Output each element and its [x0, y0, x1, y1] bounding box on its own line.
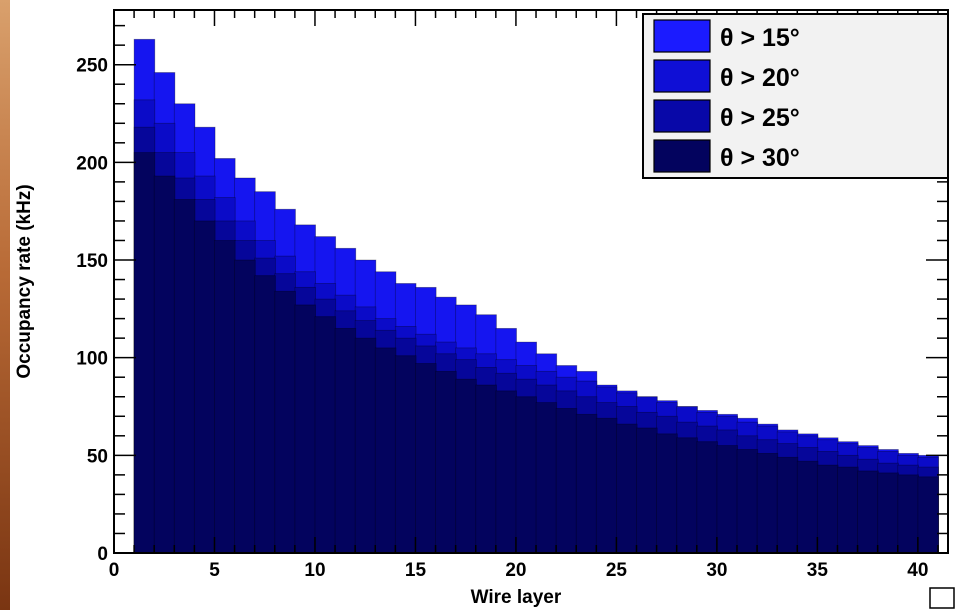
x-tick-label: 15 — [405, 560, 427, 581]
histogram-bar — [636, 427, 658, 554]
axis-ticks — [113, 10, 948, 554]
x-tick-label: 35 — [807, 560, 829, 581]
histogram-bar — [374, 347, 397, 554]
legend-label: θ > 25° — [720, 104, 800, 132]
histogram-bar — [495, 390, 517, 554]
histogram-bar — [696, 441, 718, 554]
histogram-bar — [656, 433, 678, 554]
histogram-bar — [616, 423, 638, 554]
histogram-bar — [475, 384, 497, 554]
y-tick-label: 100 — [76, 349, 108, 370]
slide-edge-decoration — [0, 0, 10, 610]
histogram-bar — [575, 413, 598, 554]
histogram-bar — [535, 402, 558, 554]
histogram-bar — [294, 304, 316, 554]
x-tick-label: 0 — [109, 560, 120, 581]
histogram-bar — [415, 363, 437, 554]
histogram-bar — [354, 337, 377, 554]
histogram-bar — [837, 466, 859, 554]
histogram-bar — [816, 464, 839, 554]
legend-swatch — [653, 19, 711, 53]
histogram-bar — [254, 275, 276, 554]
legend-swatch — [653, 139, 711, 173]
histogram-bar — [776, 456, 799, 554]
y-tick-label: 50 — [87, 446, 108, 467]
histogram-bar — [736, 449, 759, 554]
legend-label: θ > 15° — [720, 24, 800, 52]
x-tick-label: 20 — [505, 560, 526, 581]
x-axis-title: Wire layer — [471, 587, 562, 608]
histogram-bar — [234, 259, 256, 554]
histogram-bar — [193, 220, 216, 554]
histogram-bar — [153, 175, 176, 554]
histogram-bar — [314, 316, 337, 554]
y-axis-title: Occupancy rate (kHz) — [14, 184, 35, 378]
y-tick-label: 0 — [97, 544, 108, 565]
histogram-bar — [796, 460, 819, 554]
x-tick-label: 25 — [606, 560, 628, 581]
x-tick-label: 30 — [706, 560, 727, 581]
histogram-bar — [555, 408, 578, 554]
legend-label: θ > 30° — [720, 144, 800, 172]
histogram-bar — [595, 417, 618, 554]
legend-swatch — [653, 59, 711, 93]
histogram-bar — [897, 474, 919, 554]
histogram-bar — [857, 470, 879, 554]
legend-swatch — [653, 99, 711, 133]
legend: θ > 15° θ > 20° θ > 25° θ > 30° — [642, 13, 949, 179]
histogram-bar — [515, 396, 538, 554]
histogram-bar — [716, 445, 738, 554]
x-tick-label: 10 — [304, 560, 325, 581]
histogram-bar — [455, 378, 477, 554]
plot-frame — [113, 9, 949, 554]
histogram-bar — [274, 290, 296, 554]
histogram-bar — [917, 476, 939, 554]
corner-box — [929, 587, 955, 609]
x-tick-label: 5 — [209, 560, 220, 581]
histogram-bar — [133, 152, 156, 554]
legend-label: θ > 20° — [720, 64, 800, 92]
y-tick-label: 200 — [76, 153, 108, 174]
x-tick-labels: 0 5 10 15 20 25 30 35 40 — [109, 560, 929, 581]
y-tick-labels: 0 50 100 150 200 250 — [76, 56, 108, 565]
histogram-bar — [435, 370, 457, 554]
histogram-bar — [214, 240, 236, 554]
histogram-bar — [394, 355, 417, 554]
y-tick-label: 150 — [76, 251, 108, 272]
y-tick-label: 250 — [76, 56, 108, 77]
histogram-bar — [756, 452, 779, 554]
histogram-bar — [173, 199, 196, 554]
histogram-bar — [676, 437, 698, 554]
x-tick-label: 40 — [907, 560, 928, 581]
histogram-bar — [877, 472, 899, 554]
histogram-bar — [334, 327, 357, 554]
